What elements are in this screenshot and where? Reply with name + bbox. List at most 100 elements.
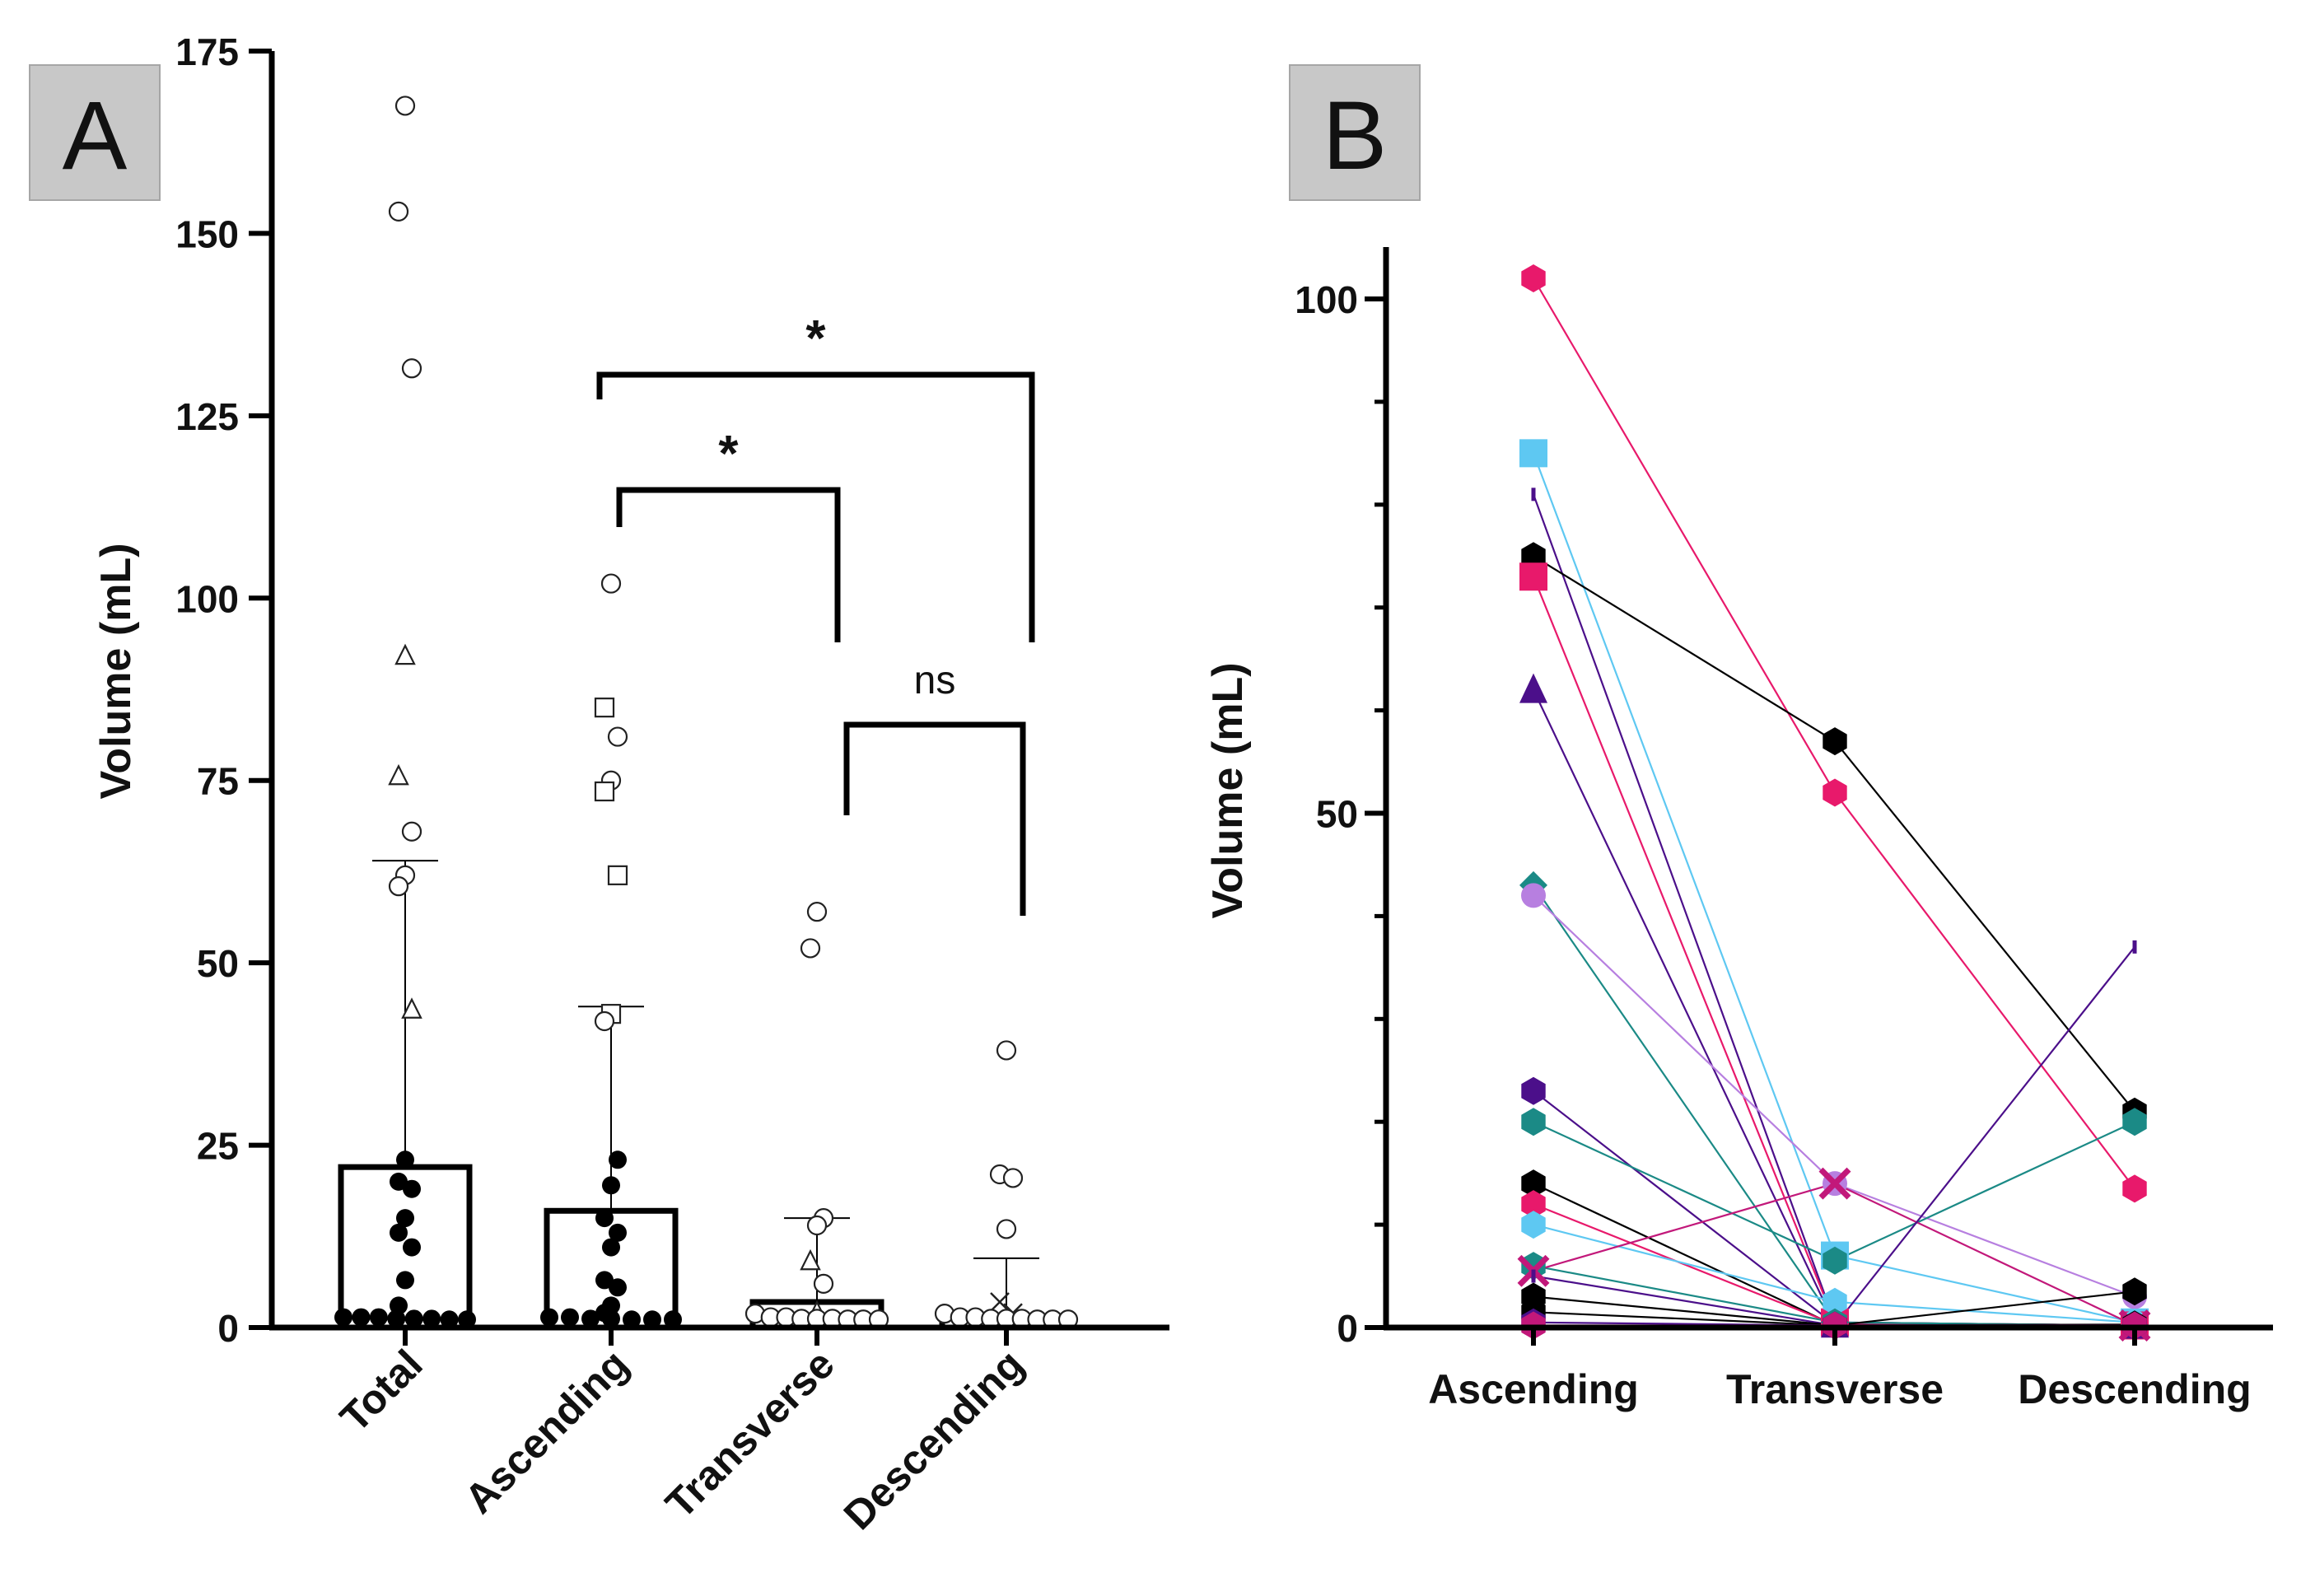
panel-a-point [623,1310,641,1329]
panel-a-point [394,96,416,116]
panel-a-point [440,1310,459,1329]
panel-b-x-label: Transverse [1726,1366,1944,1412]
panel-b-marker [1521,1190,1546,1219]
panel-a-significance-bracket [843,721,1026,916]
panel-b-marker [1521,1211,1546,1239]
panel-a-point [806,902,828,922]
panel-a-significance-label: * [718,426,739,483]
panel-a-significance-bracket [596,371,1035,642]
panel-a-point [369,1308,388,1327]
panel-a-y-tick-label: 175 [175,30,239,73]
panel-a-significance-label: * [805,310,826,367]
panel-a-point [609,1223,627,1242]
panel-b-y-tick-label: 0 [1337,1307,1358,1350]
panel-a-point [458,1310,476,1329]
panel-a-point [403,1179,421,1198]
panel-b-x-label: Ascending [1428,1366,1639,1412]
panel-a-y-tick-label: 150 [175,212,239,255]
panel-b-series-line [1533,894,2135,1298]
panel-b-series-line [1532,493,2135,1327]
panel-b-marker [1519,439,1547,468]
panel-a-point [609,1150,627,1169]
panel-a-points [334,96,1079,1330]
panel-a-y-ticks: 0 25 50 75 100 125 150 175 [175,30,272,1350]
panel-a-point [664,1310,682,1329]
panel-b-series-line [1532,576,2135,1327]
panel-a-point [594,781,615,802]
panel-b-marker [1521,1108,1546,1136]
panel-a-point [388,201,409,222]
panel-a-point [396,1271,414,1290]
panel-a-point [1002,1168,1024,1188]
panel-a-chart: Volume (mL) 0 25 50 75 100 125 150 175 * * ns Tot… [92,30,1169,1538]
panel-a-point [401,821,422,842]
panel-b-x-label: Descending [2018,1366,2251,1412]
panel-a-y-tick-label: 50 [197,942,239,985]
panel-a-point [602,1176,620,1195]
panel-a-point [609,1278,627,1297]
panel-a-point [390,1223,408,1242]
panel-a-x-label: Total [331,1341,431,1440]
panel-b-marker [1521,883,1546,908]
panel-a-significance-brackets: * * ns [596,310,1035,916]
panel-a-significance-label: ns [914,659,956,702]
panel-b-marker [2122,1174,2147,1203]
panel-a-point [602,1309,620,1328]
panel-b-marker [1823,778,1847,807]
panel-b-marker [1521,1252,1546,1281]
panel-b-label-text: B [1323,82,1388,190]
panel-a-point [334,1308,352,1327]
panel-a-point [403,1238,421,1257]
panel-a-y-axis-label: Volume (mL) [92,543,140,799]
panel-b-marker [2122,1277,2147,1306]
panel-a-x-label: Descending [835,1341,1033,1538]
panel-a-point [996,1040,1017,1061]
panel-a-point [602,1238,620,1257]
panel-b-marker [1521,1169,1546,1198]
panel-b-markers [1517,264,2151,1342]
panel-b-x-labels: Ascending Transverse Descending [1428,1366,2252,1412]
panel-a-point [600,573,622,594]
panel-a-point [594,1010,615,1032]
panel-a-point [581,1309,600,1328]
panel-a-point [813,1273,834,1294]
panel-b-marker [1823,1287,1847,1316]
panel-a-point [394,643,416,665]
panel-a-label: A [29,64,161,201]
panel-a-point [401,997,422,1019]
panel-a-y-tick-label: 25 [197,1125,239,1168]
panel-a-point [643,1310,661,1329]
panel-a-x-label: Ascending [455,1341,637,1522]
panel-a-point [401,358,422,379]
panel-a-point [352,1308,371,1327]
panel-a-point [396,1209,414,1228]
panel-a-y-tick-label: 0 [217,1307,239,1350]
panel-b-series-line [1533,555,2135,1113]
panel-a-point [607,726,628,747]
panel-a-point [607,865,628,885]
panel-a-point [561,1308,579,1327]
panel-a-point [396,1150,414,1169]
panel-a-point [388,876,409,897]
panel-b-y-ticks: 0 50 100 [1295,278,1386,1350]
panel-a-point [422,1309,441,1328]
panel-a-label-text: A [63,82,128,190]
panel-b-y-axis-label: Volume (mL) [1204,662,1252,918]
panel-a-point [800,1248,821,1271]
panel-b-label: B [1289,64,1421,201]
panel-b-axes [1383,247,2273,1346]
panel-a-point [388,763,409,786]
panel-a-x-label: Transverse [656,1341,842,1527]
panel-b-marker [1818,1167,1851,1200]
panel-b-y-tick-label: 100 [1295,278,1358,321]
panel-a-point [595,1209,614,1228]
panel-a-y-tick-label: 100 [175,577,239,620]
panel-b-marker [1823,727,1847,756]
panel-a-point [996,1219,1017,1239]
panel-b-marker [2122,1108,2147,1136]
panel-a-point [387,1309,406,1328]
panel-a-point [404,1309,423,1328]
panel-a-point [990,1292,1010,1312]
panel-a-point [800,938,821,959]
